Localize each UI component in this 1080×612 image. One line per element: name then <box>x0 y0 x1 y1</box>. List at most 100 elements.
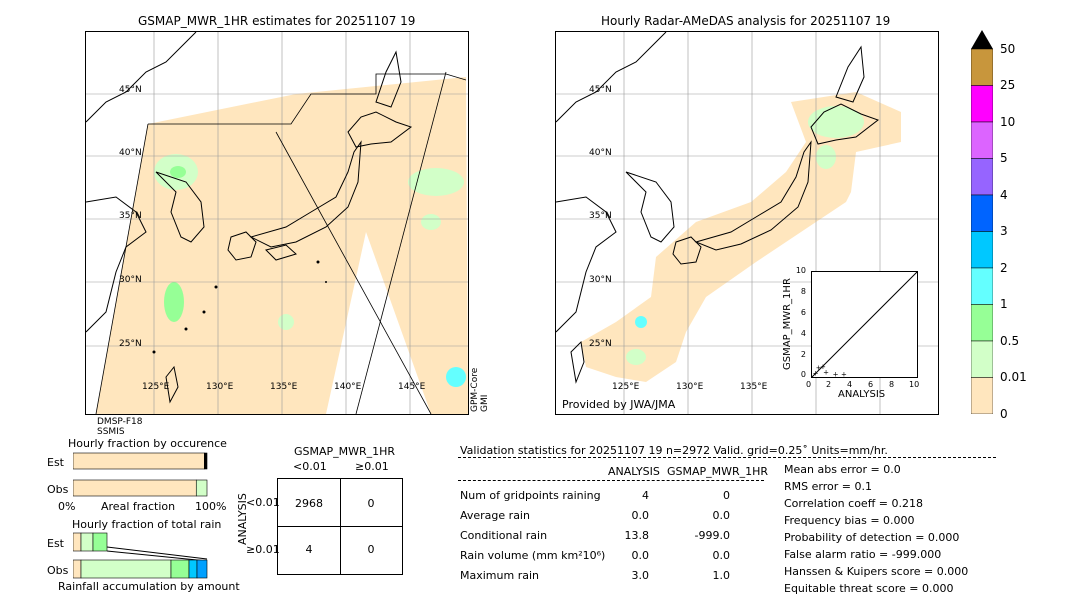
occurrence-bars <box>72 452 208 497</box>
bar-segment <box>80 559 172 579</box>
bar-segment <box>80 532 94 552</box>
coast-asia <box>556 32 667 123</box>
lon-label: 140°E <box>334 382 362 392</box>
occurrence-row-label: Obs <box>47 483 69 496</box>
colorbar-label: 10 <box>1000 115 1016 129</box>
satellite-name: GPM-Core <box>470 367 480 412</box>
bar-segment <box>196 559 208 579</box>
swath-boundary <box>95 123 149 414</box>
rain-patch <box>635 316 647 328</box>
colorbar-cell <box>970 48 994 86</box>
scatter-point: + <box>841 370 847 377</box>
score-item: Equitable threat score = 0.000 <box>784 582 954 595</box>
tick-label: 2 <box>800 350 806 359</box>
total-rain-row-label: Obs <box>47 564 69 577</box>
validation-row-label: Maximum rain <box>460 569 539 582</box>
inset-x-ticks: 0 2 4 6 8 10 <box>806 380 921 390</box>
tick-label: 6 <box>800 308 806 317</box>
contingency-title: GSMAP_MWR_1HR <box>294 445 396 458</box>
colorbar-label: 5 <box>1000 151 1008 165</box>
validation-row-estimate: 1.0 <box>712 569 731 582</box>
satellite-label-left: DMSP-F18 <box>97 417 143 427</box>
bar-rain <box>195 479 208 497</box>
occurrence-axis-min: 0% <box>58 500 76 513</box>
swath-gap <box>326 232 431 414</box>
colorbar-cell <box>970 158 994 196</box>
coast-sakhalin <box>375 50 402 108</box>
satellite-sensor: GMI <box>480 394 490 412</box>
swath-boundary <box>275 131 432 414</box>
colorbar-cell <box>970 304 994 342</box>
colorbar-cell <box>970 194 994 232</box>
occurrence-axis-label: Areal fraction <box>101 500 176 513</box>
colorbar-cell <box>970 340 994 378</box>
colorbar-cell <box>970 85 994 123</box>
validation-row-label: Conditional rain <box>460 529 548 542</box>
validation-table: Num of gridpoints raining 4 0 Average ra… <box>460 489 765 589</box>
lat-label: 25°N <box>589 339 612 349</box>
coast-honshu <box>249 140 362 248</box>
score-list: Mean abs error = 0.0 RMS error = 0.1 Cor… <box>784 463 1004 598</box>
lon-label: 125°E <box>142 382 170 392</box>
scatter-points: ++++ + + <box>813 363 847 378</box>
colorbar-label: 3 <box>1000 224 1008 238</box>
total-rain-title: Hourly fraction of total rain <box>72 518 222 531</box>
tick-label: 10 <box>909 380 920 389</box>
validation-divider <box>458 457 996 458</box>
colorbar-cells <box>970 48 994 415</box>
colorbar-cell <box>970 121 994 159</box>
bar-no-rain <box>72 479 197 497</box>
coast-china <box>556 196 617 333</box>
total-rain-row-label: Est <box>47 537 64 550</box>
tick-label: 4 <box>847 380 853 389</box>
rain-patch <box>626 349 646 365</box>
colorbar-label: 0.5 <box>1000 334 1020 348</box>
validation-header: Validation statistics for 20251107 19 n=… <box>460 444 888 457</box>
tick-label: 2 <box>826 380 832 389</box>
validation-row-analysis: 0.0 <box>631 509 650 522</box>
bar-segment <box>72 559 82 579</box>
colorbar-cell <box>970 377 994 415</box>
contingency-cell: 0 <box>367 543 375 556</box>
bar-segment <box>170 559 190 579</box>
inset-scatter: + + + + + + <box>811 271 918 378</box>
lat-label: 40°N <box>589 148 612 158</box>
lat-label: 35°N <box>589 211 612 221</box>
bar-segment <box>72 532 82 552</box>
coast-china <box>86 196 147 333</box>
lon-label: 130°E <box>206 382 234 392</box>
satellite-label-right: GPM-Core <box>470 368 480 412</box>
colorbar <box>970 30 994 415</box>
rain-patch <box>446 367 466 387</box>
rain-patch <box>278 314 294 330</box>
colorbar-label: 0 <box>1000 407 1008 421</box>
contingency-cell: 4 <box>305 543 313 556</box>
contingency-cell: 0 <box>367 497 375 510</box>
validation-col-header: ANALYSIS <box>608 465 660 478</box>
satellite-label-left: SSMIS <box>97 427 125 437</box>
coast-taiwan <box>570 340 585 384</box>
lat-label: 30°N <box>589 275 612 285</box>
colorbar-extend-arrow <box>971 30 993 49</box>
colorbar-label: 0.01 <box>1000 370 1027 384</box>
occurrence-row-label: Est <box>47 456 64 469</box>
scatter-point: + <box>820 363 826 371</box>
scatter-point: + <box>813 369 819 377</box>
colorbar-label: 4 <box>1000 188 1008 202</box>
contingency-row-header: <0.01 <box>246 496 280 509</box>
coast-korea <box>625 171 675 243</box>
validation-row-estimate: 0.0 <box>712 549 731 562</box>
scatter-point: + <box>833 370 839 377</box>
score-item: RMS error = 0.1 <box>784 480 872 493</box>
lon-label: 130°E <box>676 382 704 392</box>
contingency-table: 2968 0 4 0 <box>277 478 403 575</box>
score-item: Probability of detection = 0.000 <box>784 531 960 544</box>
bar-rain <box>204 452 208 470</box>
coast-kyushu <box>227 231 257 261</box>
colorbar-label: 50 <box>1000 42 1016 56</box>
inset-ylabel: GSMAP_MWR_1HR <box>782 278 793 370</box>
tick-label: 6 <box>868 380 874 389</box>
score-item: False alarm ratio = -999.000 <box>784 548 942 561</box>
bar-connector <box>106 546 208 560</box>
lat-label: 45°N <box>589 85 612 95</box>
